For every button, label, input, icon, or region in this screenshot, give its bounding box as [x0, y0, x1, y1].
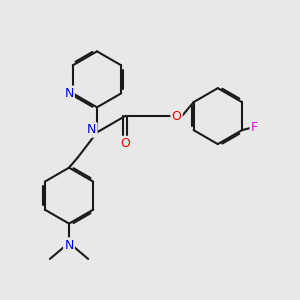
Text: O: O: [120, 137, 130, 150]
Text: O: O: [172, 110, 182, 123]
Text: N: N: [87, 124, 96, 136]
Text: N: N: [64, 87, 74, 100]
Text: F: F: [251, 121, 258, 134]
Text: N: N: [64, 238, 74, 252]
